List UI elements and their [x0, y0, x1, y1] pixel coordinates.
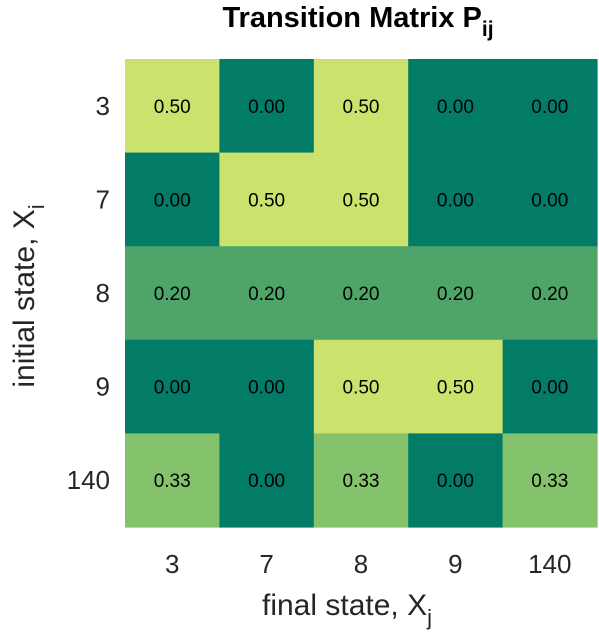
heatmap-cell-r4-c0 [125, 433, 220, 528]
x-tick-label-0: 3 [165, 549, 179, 579]
cell-value-label-r1-c4: 0.00 [531, 190, 568, 211]
y-tick-label-4: 140 [67, 465, 110, 495]
cell-value-label-r2-c2: 0.20 [343, 284, 380, 305]
heatmap-cell-r0-c4 [502, 59, 598, 154]
heatmap-value-labels: 0.50 0.00 0.50 0.00 0.00 0.00 0.50 0.50 0.00 0.00… [154, 97, 569, 492]
y-tick-label-0: 3 [96, 91, 110, 121]
heatmap-cell-r3-c3 [408, 339, 504, 434]
cell-value-label-r2-c3: 0.20 [437, 284, 474, 305]
cell-value-label-r2-c0: 0.20 [154, 284, 191, 305]
x-tick-label-2: 8 [354, 549, 368, 579]
heatmap-cell-r4-c3 [408, 433, 504, 528]
heatmap-cell-r2-c0 [125, 246, 220, 341]
y-axis-label: initial state, Xi [8, 204, 49, 387]
cell-value-label-r4-c3: 0.00 [437, 471, 474, 492]
x-axis-label: final state, Xj [262, 589, 432, 630]
heatmap-cell-r1-c4 [502, 152, 598, 247]
x-tick-label-1: 7 [259, 549, 273, 579]
x-tick-label-4: 140 [528, 549, 571, 579]
y-tick-label-3: 9 [96, 372, 110, 402]
cell-value-label-r1-c2: 0.50 [343, 190, 380, 211]
cell-value-label-r0-c4: 0.00 [531, 97, 568, 118]
heatmap-cell-r2-c3 [408, 246, 504, 341]
cell-value-label-r4-c2: 0.33 [343, 471, 380, 492]
heatmap-cell-r2-c1 [219, 246, 315, 341]
cell-value-label-r2-c1: 0.20 [248, 284, 285, 305]
cell-value-label-r0-c3: 0.00 [437, 97, 474, 118]
cell-value-label-r0-c1: 0.00 [248, 97, 285, 118]
cell-value-label-r4-c1: 0.00 [248, 471, 285, 492]
chart-title: Transition Matrix Pij [222, 2, 493, 41]
heatmap-cell-r4-c4 [502, 433, 598, 528]
x-tick-label-3: 9 [448, 549, 462, 579]
heatmap-cell-r1-c2 [313, 152, 409, 247]
cell-value-label-r3-c1: 0.00 [248, 378, 285, 399]
cell-value-label-r4-c4: 0.33 [531, 471, 568, 492]
heatmap-cell-r4-c2 [313, 433, 409, 528]
x-axis-tick-labels: 3 7 8 9 140 [165, 549, 572, 579]
y-tick-label-1: 7 [96, 184, 110, 214]
heatmap-cell-r2-c2 [313, 246, 409, 341]
cell-value-label-r0-c2: 0.50 [343, 97, 380, 118]
cell-value-label-r4-c0: 0.33 [154, 471, 191, 492]
cell-value-label-r1-c3: 0.00 [437, 190, 474, 211]
cell-value-label-r3-c2: 0.50 [343, 378, 380, 399]
heatmap-cell-r0-c2 [313, 59, 409, 154]
y-tick-label-2: 8 [96, 278, 110, 308]
y-axis-tick-labels: 3 7 8 9 140 [67, 91, 110, 495]
cell-value-label-r1-c0: 0.00 [154, 190, 191, 211]
heatmap-cell-r0-c3 [408, 59, 504, 154]
cell-value-label-r0-c0: 0.50 [154, 97, 191, 118]
heatmap-cell-r2-c4 [502, 246, 598, 341]
heatmap-cell-r4-c1 [219, 433, 315, 528]
heatmap-cell-r0-c0 [125, 59, 220, 154]
cell-value-label-r2-c4: 0.20 [531, 284, 568, 305]
heatmap-cell-r3-c4 [502, 339, 598, 434]
heatmap-cells [125, 59, 598, 528]
heatmap-cell-r1-c0 [125, 152, 220, 247]
heatmap-cell-r3-c2 [313, 339, 409, 434]
cell-value-label-r3-c0: 0.00 [154, 378, 191, 399]
cell-value-label-r3-c3: 0.50 [437, 378, 474, 399]
heatmap-cell-r3-c1 [219, 339, 315, 434]
heatmap-cell-r1-c3 [408, 152, 504, 247]
heatmap-cell-r1-c1 [219, 152, 315, 247]
heatmap-cell-r0-c1 [219, 59, 315, 154]
heatmap-cell-r3-c0 [125, 339, 220, 434]
cell-value-label-r3-c4: 0.00 [531, 378, 568, 399]
cell-value-label-r1-c1: 0.50 [248, 190, 285, 211]
